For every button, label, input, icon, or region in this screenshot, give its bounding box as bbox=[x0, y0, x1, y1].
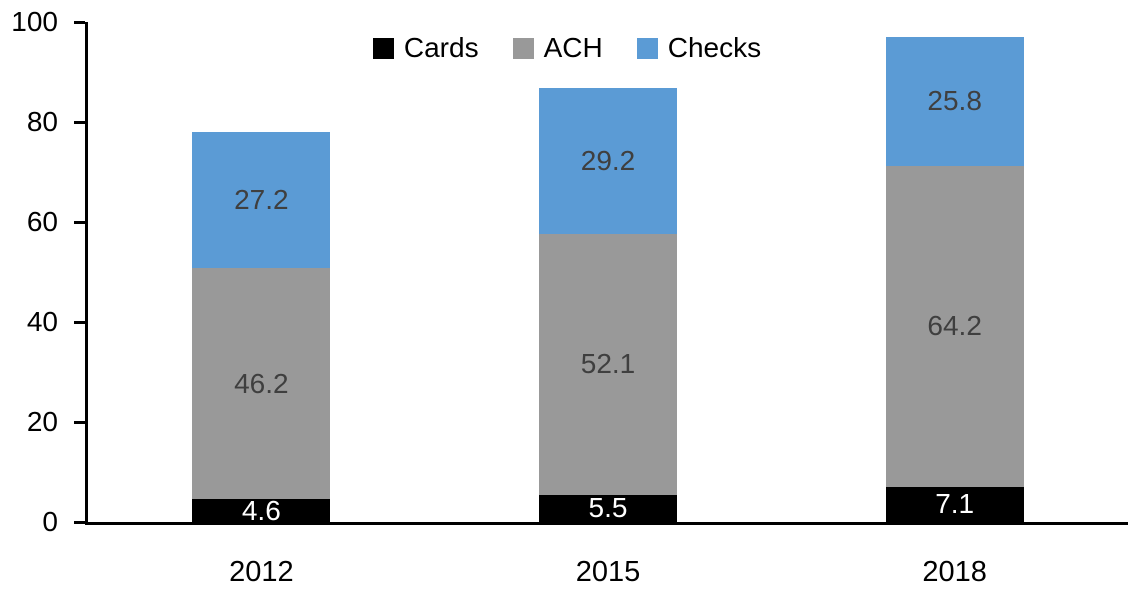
y-axis-tick-label: 20 bbox=[26, 406, 58, 437]
legend-swatch-icon bbox=[372, 37, 394, 59]
y-axis-tick-label: 60 bbox=[26, 206, 58, 237]
legend-label: Checks bbox=[667, 32, 762, 63]
data-label: 64.2 bbox=[927, 310, 982, 341]
x-axis-tick-label: 2012 bbox=[229, 556, 294, 588]
data-label: 4.6 bbox=[241, 494, 281, 526]
x-axis-line bbox=[85, 522, 1128, 525]
y-axis-tick-label: 80 bbox=[26, 106, 58, 137]
data-label: 52.1 bbox=[580, 348, 636, 380]
y-axis-tick-label: 0 bbox=[42, 506, 58, 537]
legend-label: ACH bbox=[543, 32, 603, 63]
data-label: 29.2 bbox=[580, 145, 636, 176]
data-label: 5.5 bbox=[588, 492, 628, 524]
y-axis-tick bbox=[74, 321, 85, 324]
bar-segment-cards-2015: 5.5 bbox=[539, 492, 677, 524]
y-axis-tick bbox=[74, 521, 85, 524]
bar-segment-cards-2018: 7.1 bbox=[885, 486, 1024, 522]
bar-segment-ach-2015: 52.1 bbox=[539, 234, 677, 495]
chart-legend: Cards ACH Checks bbox=[0, 30, 1134, 66]
x-axis-tick-label: 2018 bbox=[922, 556, 987, 588]
legend-swatch-icon bbox=[636, 37, 658, 59]
bar-segment-checks-2012: 27.2 bbox=[192, 132, 331, 268]
bar-segment-checks-2018: 25.8 bbox=[885, 36, 1024, 166]
data-label: 27.2 bbox=[234, 184, 289, 215]
legend-item-cards: Cards bbox=[372, 32, 479, 63]
y-axis-line bbox=[85, 22, 88, 525]
data-label: 46.2 bbox=[234, 367, 289, 399]
y-axis-tick bbox=[74, 21, 85, 24]
bar-segment-ach-2012: 46.2 bbox=[192, 268, 331, 499]
data-label: 25.8 bbox=[927, 85, 982, 116]
bar-segment-ach-2018: 64.2 bbox=[885, 165, 1024, 487]
legend-item-checks: Checks bbox=[636, 32, 762, 63]
y-axis-tick bbox=[74, 221, 85, 224]
y-axis-tick bbox=[74, 421, 85, 424]
legend-label: Cards bbox=[403, 32, 479, 63]
data-label: 7.1 bbox=[935, 488, 975, 520]
y-axis-tick-label: 40 bbox=[26, 306, 58, 337]
x-axis-tick-label: 2015 bbox=[575, 556, 641, 588]
legend-item-ach: ACH bbox=[512, 32, 603, 63]
y-axis-tick bbox=[74, 121, 85, 124]
bar-segment-cards-2012: 4.6 bbox=[192, 494, 331, 526]
bar-segment-checks-2015: 29.2 bbox=[539, 88, 677, 234]
y-axis-tick-label: 100 bbox=[11, 6, 58, 37]
legend-swatch-icon bbox=[512, 37, 534, 59]
